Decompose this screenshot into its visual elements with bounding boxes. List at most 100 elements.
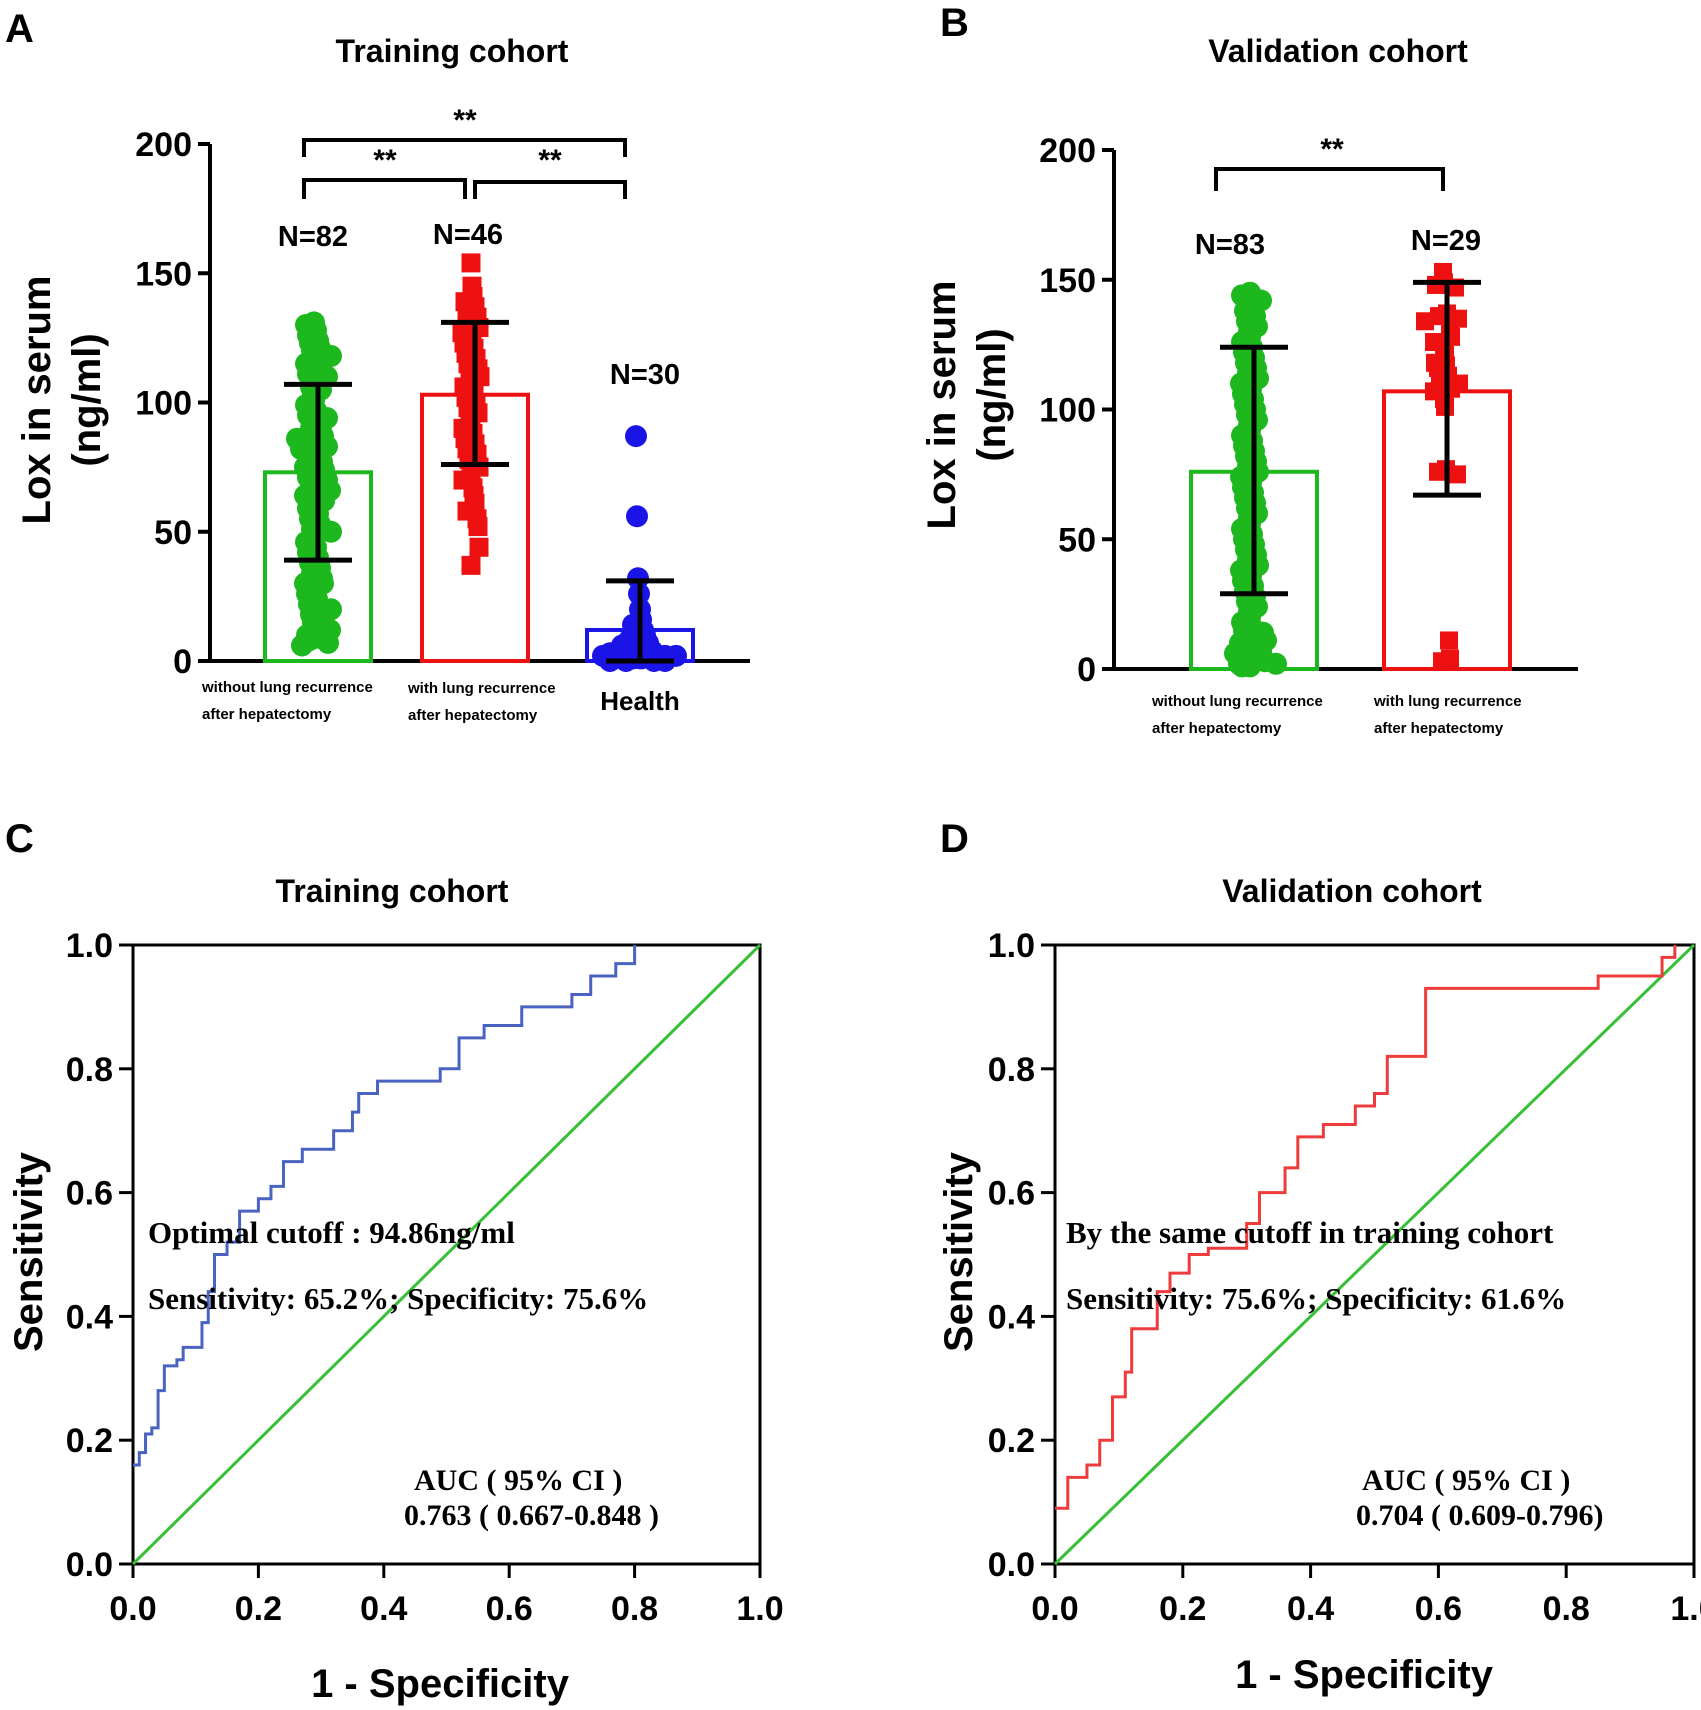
panel-d-frame [1053,943,1696,1566]
C-xtick-label-3: 0.6 [486,1590,533,1628]
A-ytick-label-3: 150 [135,255,192,293]
A-bracket-2 [473,180,627,199]
panel-c-ticks: 0.0 0.0 0.2 0.2 0.4 0.4 0.6 0.6 0.8 0.8 1.0 1.0 [66,927,784,1628]
cat-label-a-2-line1: with lung recurrence [407,680,556,697]
panel-d-curves [1053,943,1696,1566]
panel-c-auc-label: AUC ( 95% CI ) [414,1464,622,1497]
panel-a-y-title-line2: (ng/ml) [65,333,109,466]
C-xtick-label-5: 1.0 [736,1590,783,1628]
cat-label-a-3: Health [600,686,679,716]
C-xtick-label-0: 0.0 [109,1590,156,1628]
panel-b: B Validation cohort Lox in serum (ng/ml)… [920,1,1578,737]
panel-a-significance [302,138,627,199]
C-plot-frame [131,943,762,1566]
C-ytick-label-5: 1.0 [66,927,113,965]
C-xtick-label-1: 0.2 [235,1590,282,1628]
panel-d: D Validation cohort Sensitivity 1 - Spec… [937,817,1701,1697]
n-label-b-2: N=29 [1411,225,1481,257]
sig-label-a-3: ** [538,144,562,177]
C-ytick-label-3: 0.6 [66,1175,113,1213]
cat-label-b-1-line1: without lung recurrence [1151,693,1323,710]
panel-c-curves [131,943,762,1566]
B-ytick-label-3: 150 [1039,262,1096,300]
A-point-0-81 [312,572,334,595]
B-ytick-label-1: 50 [1058,521,1096,559]
C-xtick-label-4: 0.8 [611,1590,658,1628]
C-ytick-label-1: 0.2 [66,1422,113,1460]
panel-b-significance [1214,167,1445,191]
panel-a-errorbars [284,319,674,664]
B-point-1-27 [1416,312,1434,331]
A-point-2-0 [625,425,647,448]
panel-a-y-ticks: 0 50 100 150 200 [135,126,210,681]
B-point-0-80 [1265,652,1287,675]
C-roc-curve [133,945,637,1467]
cat-label-b-2-line2: after hepatectomy [1374,720,1504,737]
panel-a-points [286,253,687,672]
B-ytick-label-0: 0 [1077,651,1096,689]
panel-d-ticks: 0.0 0.0 0.2 0.2 0.4 0.4 0.6 0.6 0.8 0.8 1.0 1.0 [988,927,1701,1628]
panel-b-points [1224,262,1468,678]
panel-label-d: D [940,817,969,861]
panel-a: A Training cohort Lox in serum (ng/ml) 0… [5,7,750,724]
panel-b-errorbars [1220,279,1481,597]
A-point-0-78 [291,634,313,657]
panel-d-auc-value: 0.704 ( 0.609-0.796) [1356,1499,1603,1532]
C-xtick-label-2: 0.4 [360,1590,407,1628]
D-ytick-label-5: 1.0 [988,927,1035,965]
panel-b-title: Validation cohort [1208,33,1468,69]
A-point-0-79 [319,618,341,641]
A-point-0-53 [320,520,342,543]
B-ytick-label-2: 100 [1039,392,1096,430]
A-bracket-1 [302,178,467,199]
C-ytick-label-4: 0.8 [66,1051,113,1089]
panel-c-title: Training cohort [276,873,509,909]
sig-label-b-1: ** [1320,133,1344,166]
D-xtick-label-5: 1.0 [1670,1590,1701,1628]
panel-d-title: Validation cohort [1222,873,1482,909]
D-xtick-label-0: 0.0 [1031,1590,1078,1628]
panel-b-y-ticks: 0 50 100 150 200 [1039,132,1114,689]
C-ytick-label-0: 0.0 [66,1546,113,1584]
panel-a-y-title-line1: Lox in serum [15,276,59,525]
B-point-1-28 [1426,353,1444,372]
panel-c: C Training cohort Sensitivity 1 - Specif… [5,817,784,1706]
D-ytick-label-4: 0.8 [988,1051,1035,1089]
B-point-1-2 [1427,275,1445,294]
n-label-a-3: N=30 [610,359,680,391]
panel-d-y-title: Sensitivity [937,1151,981,1352]
B-point-0-82 [1231,655,1253,678]
D-diagonal-line [1053,943,1696,1566]
D-roc-curve [1055,945,1677,1510]
panel-a-significance-labels: ** ** ** [373,104,562,177]
A-point-1-45 [461,555,481,575]
panel-c-x-title: 1 - Specificity [311,1662,570,1706]
cat-label-a-2-line2: after hepatectomy [408,707,538,724]
A-point-1-44 [469,537,489,557]
D-xtick-label-2: 0.4 [1287,1590,1334,1628]
cat-label-b-2-line1: with lung recurrence [1373,693,1522,710]
D-plot-frame [1053,943,1696,1566]
A-point-1-43 [468,517,488,537]
D-ytick-label-0: 0.0 [988,1546,1035,1584]
D-ytick-label-3: 0.6 [988,1175,1035,1213]
panel-c-annotation-2: Sensitivity: 65.2%; Specificity: 75.6% [148,1281,648,1316]
panel-c-y-title: Sensitivity [7,1151,51,1352]
n-label-a-2: N=46 [433,219,503,251]
sig-label-a-2: ** [373,144,397,177]
cat-label-a-1-line2: after hepatectomy [202,706,332,723]
A-bracket-0 [302,138,627,157]
panel-c-annotation-1: Optimal cutoff : 94.86ng/ml [148,1215,515,1250]
A-ytick-label-2: 100 [135,385,192,423]
panel-c-frame [131,943,762,1566]
n-label-a-1: N=82 [278,221,348,253]
panel-d-annotation-2: Sensitivity: 75.6%; Specificity: 61.6% [1066,1281,1566,1316]
D-xtick-label-4: 0.8 [1543,1590,1590,1628]
A-point-2-1 [626,505,648,528]
panel-label-b: B [940,1,969,45]
D-ytick-label-2: 0.4 [988,1298,1035,1336]
n-label-b-1: N=83 [1195,229,1265,261]
panel-d-auc-label: AUC ( 95% CI ) [1362,1464,1570,1497]
cat-label-a-1-line1: without lung recurrence [201,679,373,696]
panel-d-x-title: 1 - Specificity [1235,1653,1494,1697]
